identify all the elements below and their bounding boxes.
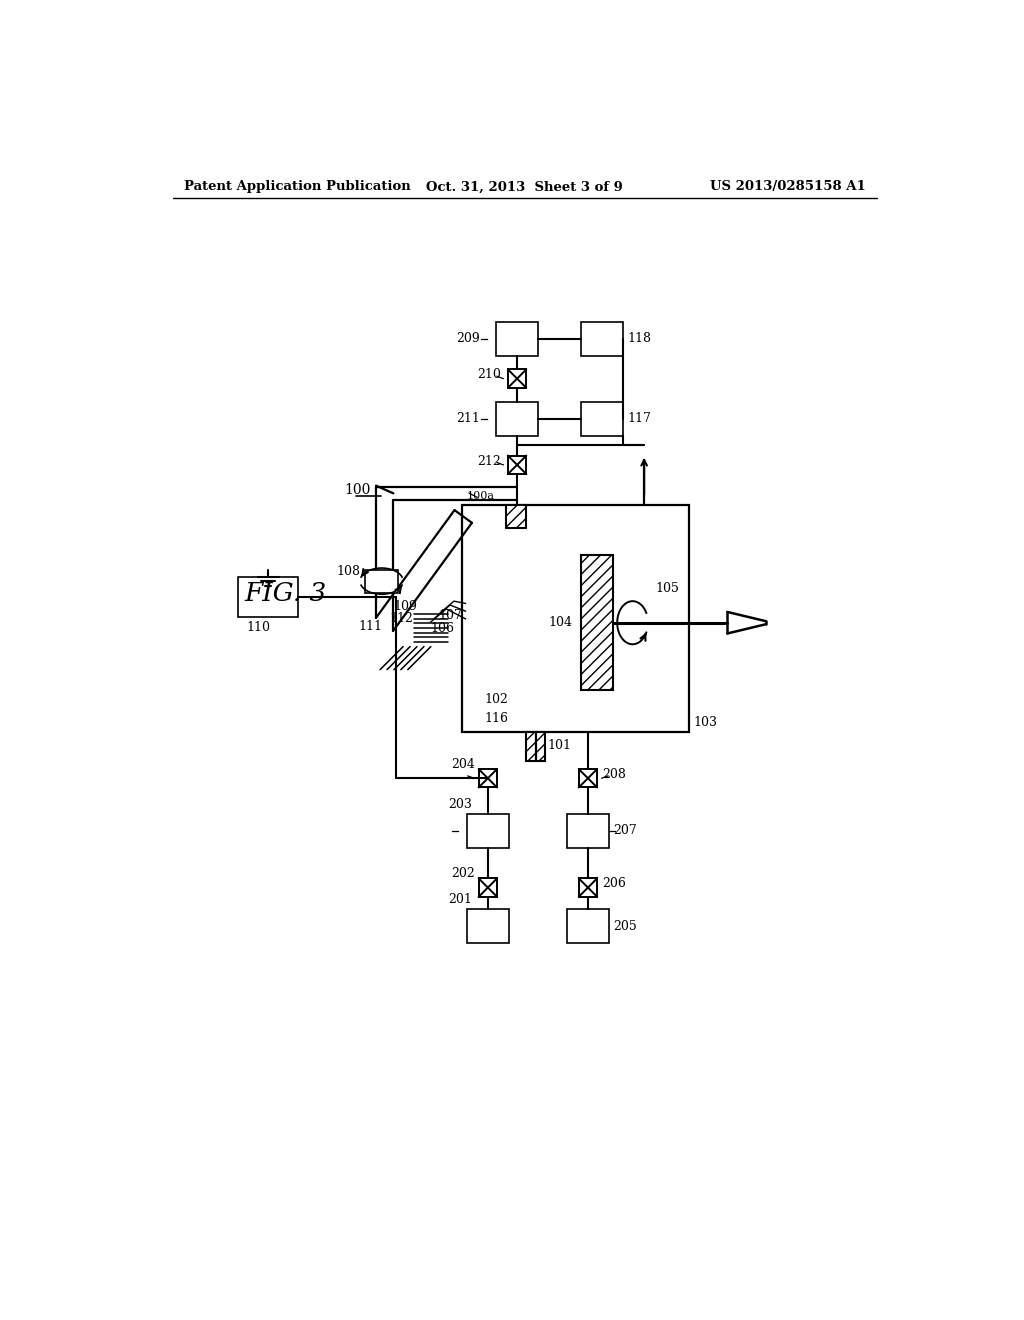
Text: 205: 205: [613, 920, 637, 933]
Bar: [581, 322, 623, 355]
Text: 208: 208: [602, 768, 626, 781]
Bar: [567, 813, 608, 847]
Bar: [506, 504, 526, 528]
Text: 109: 109: [394, 601, 418, 612]
Text: 112: 112: [389, 612, 413, 626]
Bar: [581, 554, 613, 689]
Text: 203: 203: [447, 797, 472, 810]
Bar: [366, 570, 397, 593]
Text: 100: 100: [345, 483, 371, 496]
Text: 210: 210: [477, 368, 501, 381]
Text: 103: 103: [693, 717, 718, 730]
Text: 201: 201: [447, 894, 472, 907]
Bar: [526, 733, 545, 762]
Text: 106: 106: [431, 622, 455, 635]
Text: 207: 207: [613, 824, 637, 837]
Text: 211: 211: [457, 412, 480, 425]
Bar: [467, 909, 509, 942]
Text: Oct. 31, 2013  Sheet 3 of 9: Oct. 31, 2013 Sheet 3 of 9: [426, 181, 624, 194]
Text: 111: 111: [358, 620, 383, 634]
Text: FIG. 3: FIG. 3: [245, 581, 327, 606]
Text: 107: 107: [438, 609, 463, 622]
Text: 206: 206: [602, 878, 626, 890]
Text: 118: 118: [628, 333, 651, 345]
Text: 101: 101: [548, 739, 571, 752]
Text: 116: 116: [484, 711, 509, 725]
Bar: [581, 401, 623, 436]
Bar: [462, 506, 689, 733]
Text: 209: 209: [457, 333, 480, 345]
Bar: [567, 909, 608, 942]
Text: 110: 110: [246, 620, 270, 634]
Text: 108: 108: [336, 565, 360, 578]
Text: 204: 204: [451, 758, 475, 771]
Text: 104: 104: [549, 616, 572, 630]
Bar: [239, 577, 298, 616]
Text: 202: 202: [451, 867, 475, 880]
Text: 100a: 100a: [466, 491, 495, 500]
Bar: [497, 401, 538, 436]
Text: US 2013/0285158 A1: US 2013/0285158 A1: [711, 181, 866, 194]
Bar: [467, 813, 509, 847]
Text: 212: 212: [477, 454, 501, 467]
Text: 102: 102: [484, 693, 509, 706]
Text: 105: 105: [655, 582, 680, 594]
Text: Patent Application Publication: Patent Application Publication: [184, 181, 412, 194]
Text: 117: 117: [628, 412, 651, 425]
Bar: [497, 322, 538, 355]
